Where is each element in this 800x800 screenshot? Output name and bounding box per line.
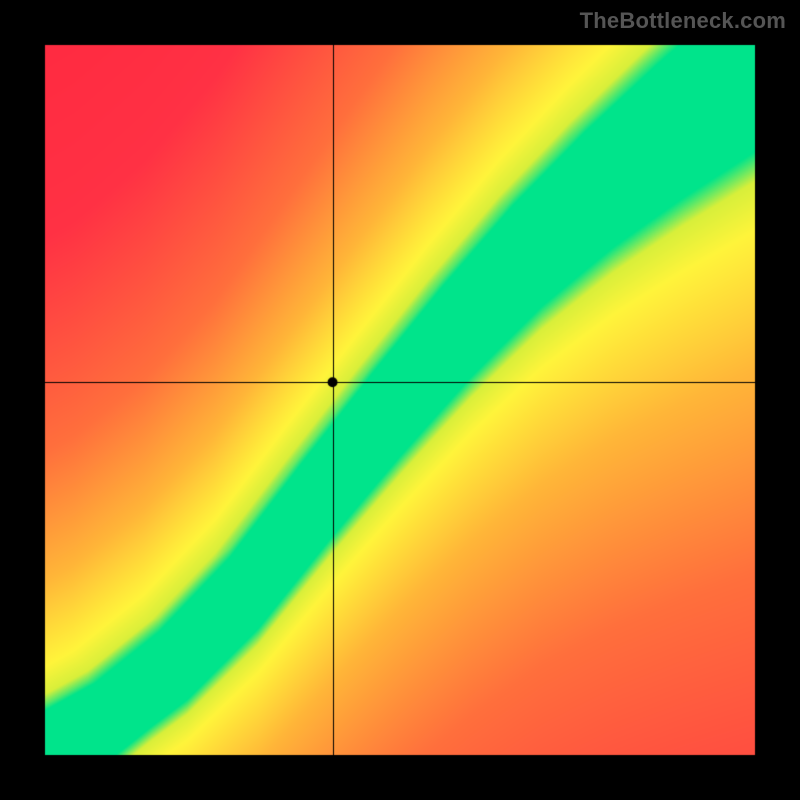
watermark-text: TheBottleneck.com (580, 8, 786, 34)
chart-root: TheBottleneck.com (0, 0, 800, 800)
heatmap-canvas (0, 0, 800, 800)
